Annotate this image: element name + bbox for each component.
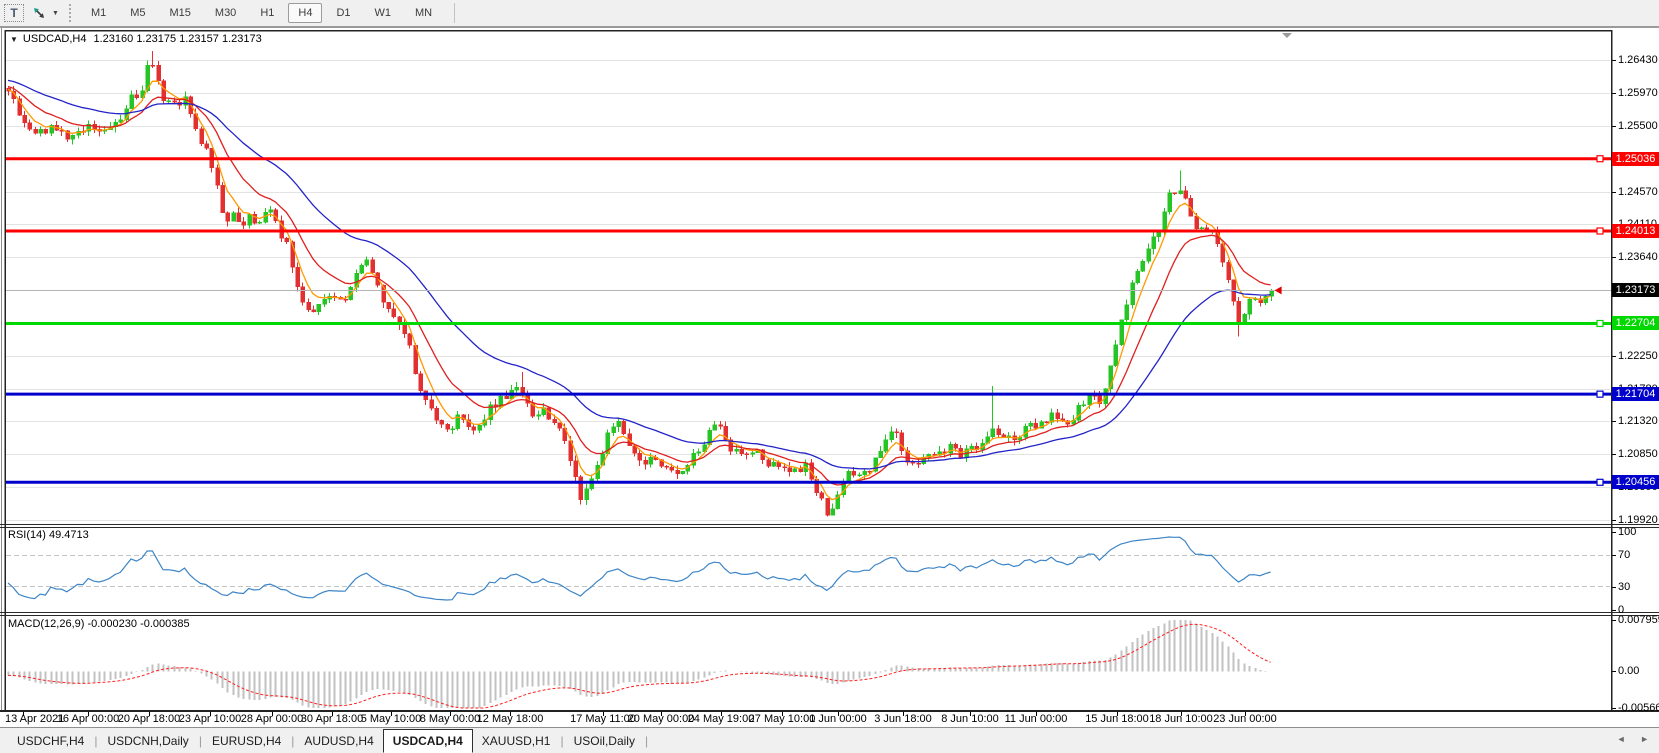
- tab-scroll-buttons: ◄ ►: [1605, 734, 1649, 744]
- candlesticks: [6, 51, 1274, 517]
- time-axis-label: 8 Jun 10:00: [941, 713, 999, 725]
- one-click-panel-icon[interactable]: ▼: [10, 35, 18, 44]
- rsi-indicator-label: RSI(14) 49.4713: [8, 529, 89, 541]
- rsi-scale-label: 70: [1618, 548, 1631, 561]
- time-axis-label: 18 Jun 10:00: [1149, 713, 1213, 725]
- timeframe-button-h4[interactable]: H4: [288, 3, 323, 23]
- tab-separator: |: [198, 733, 202, 748]
- price-level-label: 1.25036: [1612, 152, 1659, 166]
- macd-scale-label: 0.00: [1618, 664, 1640, 677]
- text-tool-button[interactable]: T: [4, 4, 24, 22]
- time-axis-label: 8 May 00:00: [419, 713, 481, 725]
- chart-tab-eurusd-h4[interactable]: EURUSD,H4: [211, 733, 282, 748]
- chart-tab-bar: USDCHF,H4 | USDCNH,Daily | EURUSD,H4 | AUDUSD,…: [0, 727, 1659, 753]
- price-tick-label: 1.22250: [1618, 349, 1658, 362]
- pane-borders: [0, 28, 1659, 712]
- time-axis-label: 15 Jun 18:00: [1085, 713, 1149, 725]
- macd-scale-label: 0.007959: [1618, 613, 1659, 626]
- time-axis-label: 5 May 10:00: [360, 713, 422, 725]
- tab-scroll-left-icon[interactable]: ◄: [1616, 734, 1626, 744]
- time-axis-label: 23 Apr 10:00: [178, 713, 242, 725]
- time-axis-label: 11 Jun 00:00: [1004, 713, 1068, 725]
- time-axis-label: 17 May 11:00: [570, 713, 636, 725]
- timeframe-button-m1[interactable]: M1: [81, 3, 116, 23]
- price-level-label: 1.24013: [1612, 224, 1659, 238]
- chart-shift-marker[interactable]: [1282, 33, 1292, 38]
- timeframe-button-m15[interactable]: M15: [160, 3, 201, 23]
- time-axis-label: 28 Apr 00:00: [240, 713, 304, 725]
- rsi-scale-label: 30: [1618, 580, 1631, 593]
- dropdown-caret-icon[interactable]: ▼: [52, 9, 59, 17]
- timeframe-button-w1[interactable]: W1: [365, 3, 402, 23]
- tab-separator: |: [291, 733, 295, 748]
- price-level-label: 1.22704: [1612, 316, 1659, 330]
- chart-title: ▼ USDCAD,H4 1.23160 1.23175 1.23157 1.2317…: [10, 33, 262, 45]
- timeframe-bar: M1 M5 M15 M30 H1 H4 D1 W1 MN: [79, 3, 444, 23]
- macd-scale-label: -0.005663: [1618, 701, 1659, 714]
- level-handle[interactable]: [1596, 390, 1604, 398]
- price-tick-label: 1.23640: [1618, 250, 1658, 263]
- price-tick-label: 1.26430: [1618, 53, 1658, 66]
- time-axis-label: 3 Jun 18:00: [874, 713, 932, 725]
- price-tick-label: 1.21320: [1618, 414, 1658, 427]
- tab-separator: |: [94, 733, 98, 748]
- chart-symbol-period: USDCAD,H4: [22, 33, 87, 45]
- time-axis-label: 20 Apr 18:00: [117, 713, 181, 725]
- chart-tab-xauusd-h1[interactable]: XAUUSD,H1: [481, 733, 551, 748]
- macd-plot: [7, 620, 1273, 709]
- time-axis-label: 13 Apr 2021: [5, 713, 65, 725]
- rsi-scale-label: 0: [1618, 603, 1625, 616]
- chart-tab-usdcad-h4[interactable]: USDCAD,H4: [382, 729, 473, 753]
- time-axis-label: 16 Apr 00:00: [56, 713, 120, 725]
- price-tick-label: 1.24570: [1618, 185, 1658, 198]
- chart-tab-usdcnh-daily[interactable]: USDCNH,Daily: [107, 733, 189, 748]
- toolbar-separator: [454, 3, 456, 23]
- price-arrow-marker[interactable]: [1274, 286, 1282, 295]
- chart-ohlc-values: 1.23160 1.23175 1.23157 1.23173: [93, 33, 262, 45]
- tab-scroll-right-icon[interactable]: ►: [1640, 734, 1649, 744]
- chart-tab-usdchf-h4[interactable]: USDCHF,H4: [17, 733, 85, 748]
- level-handle[interactable]: [1596, 478, 1604, 486]
- time-axis-label: 20 May 00:00: [627, 713, 695, 725]
- timeframe-button-mn[interactable]: MN: [405, 3, 442, 23]
- time-axis-label: 30 Apr 18:00: [300, 713, 364, 725]
- rsi-plot: [6, 536, 1610, 601]
- price-tick-label: 1.20850: [1618, 447, 1658, 460]
- top-toolbar: T ▼ M1 M5 M15 M30 H1 H4 D1 W1 MN: [0, 0, 1659, 26]
- level-handle[interactable]: [1596, 227, 1604, 235]
- macd-indicator-label: MACD(12,26,9) -0.000230 -0.000385: [8, 618, 190, 630]
- timeframe-button-h1[interactable]: H1: [250, 3, 284, 23]
- toolbar-drag-handle[interactable]: [68, 4, 71, 22]
- level-handle[interactable]: [1596, 155, 1604, 163]
- price-tick-label: 1.25970: [1618, 86, 1658, 99]
- rsi-scale-label: 100: [1618, 525, 1637, 538]
- chart-tab-audusd-h4[interactable]: AUDUSD,H4: [304, 733, 374, 748]
- time-axis-label: 1 Jun 00:00: [809, 713, 867, 725]
- price-level-label: 1.20456: [1612, 475, 1659, 489]
- price-tick-label: 1.19920: [1618, 513, 1658, 526]
- level-handle[interactable]: [1596, 319, 1604, 328]
- price-level-label: 1.21704: [1612, 387, 1659, 401]
- cursor-tool-button[interactable]: ▼: [32, 3, 59, 23]
- time-axis-label: 23 Jun 00:00: [1213, 713, 1277, 725]
- chart-tab-usoil-daily[interactable]: USOil,Daily: [573, 733, 635, 748]
- moving-averages: [7, 79, 1271, 501]
- price-tick-label: 1.25500: [1618, 119, 1658, 132]
- workspace-divider: [0, 26, 1659, 28]
- timeframe-button-m30[interactable]: M30: [205, 3, 246, 23]
- current-price-label: 1.23173: [1612, 283, 1659, 297]
- time-axis-label: 27 May 10:00: [748, 713, 816, 725]
- time-axis-label: 12 May 18:00: [476, 713, 544, 725]
- time-axis-label: 24 May 19:00: [687, 713, 755, 725]
- arrows-icon: [34, 7, 44, 18]
- timeframe-button-d1[interactable]: D1: [326, 3, 360, 23]
- timeframe-button-m5[interactable]: M5: [120, 3, 155, 23]
- tab-separator: |: [644, 733, 649, 748]
- tab-separator: |: [560, 733, 564, 748]
